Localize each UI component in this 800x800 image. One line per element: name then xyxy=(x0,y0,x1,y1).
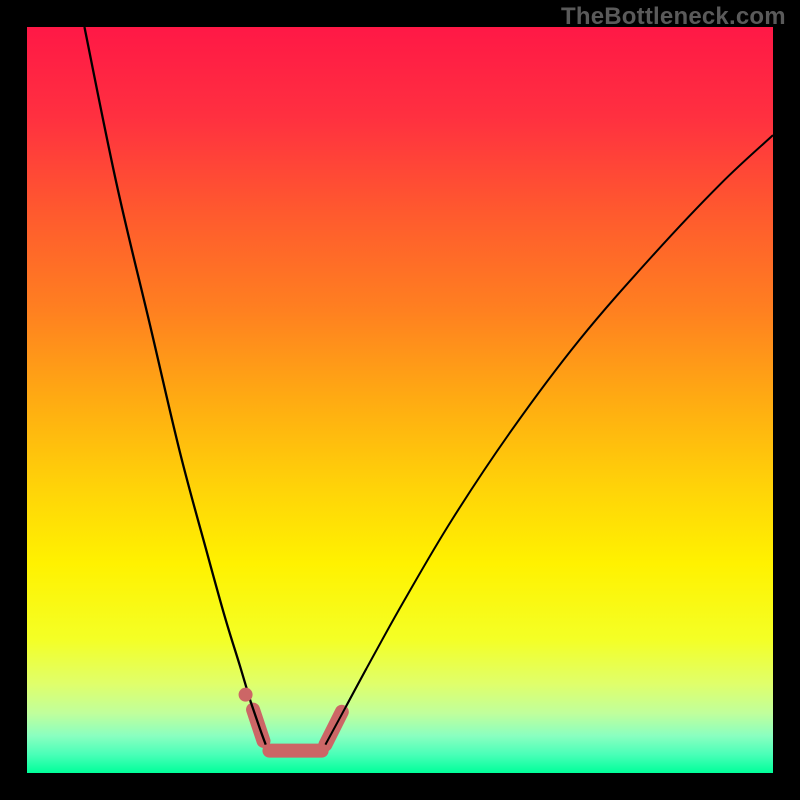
bottleneck-v-chart xyxy=(27,27,773,773)
watermark-text: TheBottleneck.com xyxy=(561,3,786,31)
chart-frame xyxy=(27,27,773,773)
